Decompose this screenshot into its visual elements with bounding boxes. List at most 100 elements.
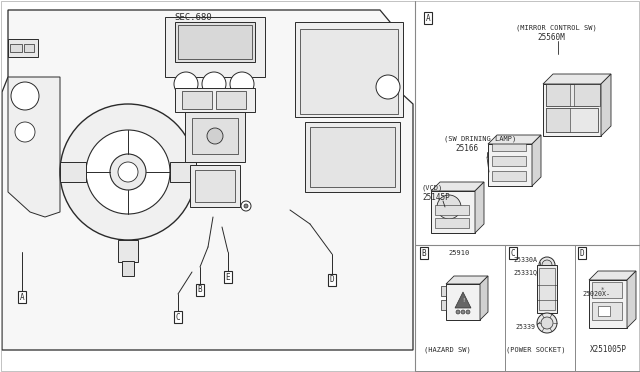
Bar — [539, 268, 555, 310]
Circle shape — [541, 317, 553, 329]
Bar — [178, 25, 252, 59]
Circle shape — [376, 75, 400, 99]
Text: E: E — [226, 273, 230, 282]
Bar — [435, 218, 469, 228]
Text: SEC.680: SEC.680 — [174, 13, 212, 22]
Circle shape — [244, 204, 248, 208]
Bar — [300, 29, 398, 114]
Bar — [546, 108, 598, 132]
Bar — [601, 106, 609, 113]
Polygon shape — [446, 276, 488, 284]
Polygon shape — [532, 135, 541, 186]
Bar — [118, 240, 138, 262]
Circle shape — [118, 162, 138, 182]
Polygon shape — [455, 292, 471, 308]
Text: D: D — [580, 248, 584, 257]
Circle shape — [241, 201, 251, 211]
Bar — [601, 117, 609, 124]
Polygon shape — [2, 10, 413, 350]
Bar — [532, 155, 538, 177]
Bar — [122, 261, 134, 276]
Polygon shape — [627, 271, 636, 328]
Circle shape — [437, 195, 461, 219]
Circle shape — [110, 154, 146, 190]
Polygon shape — [431, 182, 484, 191]
Bar — [60, 162, 86, 182]
Text: X251005P: X251005P — [589, 346, 627, 355]
Text: !: ! — [462, 298, 464, 304]
Bar — [10, 44, 22, 52]
Circle shape — [174, 72, 198, 96]
Bar — [589, 280, 627, 328]
Bar — [592, 282, 622, 298]
Bar — [190, 165, 240, 207]
Text: B: B — [198, 285, 202, 295]
Bar — [165, 17, 265, 77]
Bar — [598, 306, 610, 316]
Circle shape — [60, 104, 196, 240]
Text: 25166: 25166 — [455, 144, 478, 153]
Text: (MIRROR CONTROL SW): (MIRROR CONTROL SW) — [516, 25, 596, 31]
Bar — [175, 22, 255, 62]
Bar — [170, 162, 196, 182]
Bar — [295, 22, 403, 117]
Text: 25020X: 25020X — [582, 291, 606, 297]
Bar — [310, 127, 395, 187]
Bar — [537, 265, 557, 313]
Polygon shape — [475, 182, 484, 233]
Polygon shape — [480, 276, 488, 320]
Bar — [546, 84, 598, 106]
Text: 25330A: 25330A — [513, 257, 537, 263]
Circle shape — [86, 130, 170, 214]
Bar — [182, 91, 212, 109]
Text: C: C — [176, 312, 180, 321]
Circle shape — [461, 310, 465, 314]
Polygon shape — [601, 74, 611, 136]
Bar — [305, 122, 400, 192]
Circle shape — [202, 72, 226, 96]
Bar — [195, 170, 235, 202]
Bar — [601, 95, 609, 102]
Bar — [8, 39, 38, 57]
Polygon shape — [543, 74, 611, 84]
Circle shape — [466, 310, 470, 314]
Text: 25910: 25910 — [448, 250, 469, 256]
Bar — [435, 205, 469, 215]
Circle shape — [537, 313, 557, 333]
Polygon shape — [8, 77, 60, 217]
Bar — [574, 84, 600, 106]
Bar — [492, 141, 526, 151]
Text: (HAZARD SW): (HAZARD SW) — [424, 347, 470, 353]
Circle shape — [456, 310, 460, 314]
Text: (POWER SOCKET): (POWER SOCKET) — [506, 347, 566, 353]
Text: B: B — [422, 248, 426, 257]
Bar — [492, 156, 526, 166]
Text: C: C — [511, 248, 515, 257]
Polygon shape — [589, 271, 636, 280]
Text: A: A — [20, 292, 24, 301]
Bar — [446, 284, 480, 320]
Circle shape — [15, 122, 35, 142]
Bar — [492, 171, 526, 181]
Bar — [216, 91, 246, 109]
Bar — [431, 191, 475, 233]
Circle shape — [207, 128, 223, 144]
Bar — [441, 300, 446, 310]
Bar — [546, 84, 570, 106]
Text: (VCD): (VCD) — [422, 185, 444, 191]
Bar — [175, 88, 255, 112]
Text: *: * — [602, 287, 605, 293]
Circle shape — [230, 72, 254, 96]
Text: D: D — [330, 276, 334, 285]
Circle shape — [539, 257, 555, 273]
Circle shape — [542, 260, 552, 270]
Bar — [592, 302, 622, 320]
Text: (SW DRINING LAMP): (SW DRINING LAMP) — [444, 136, 516, 142]
Text: 25560M: 25560M — [537, 32, 564, 42]
Bar — [441, 286, 446, 296]
Text: 25145P: 25145P — [422, 192, 450, 202]
Bar — [546, 108, 570, 132]
Circle shape — [11, 82, 39, 110]
Bar — [475, 204, 481, 222]
Bar — [543, 84, 601, 136]
